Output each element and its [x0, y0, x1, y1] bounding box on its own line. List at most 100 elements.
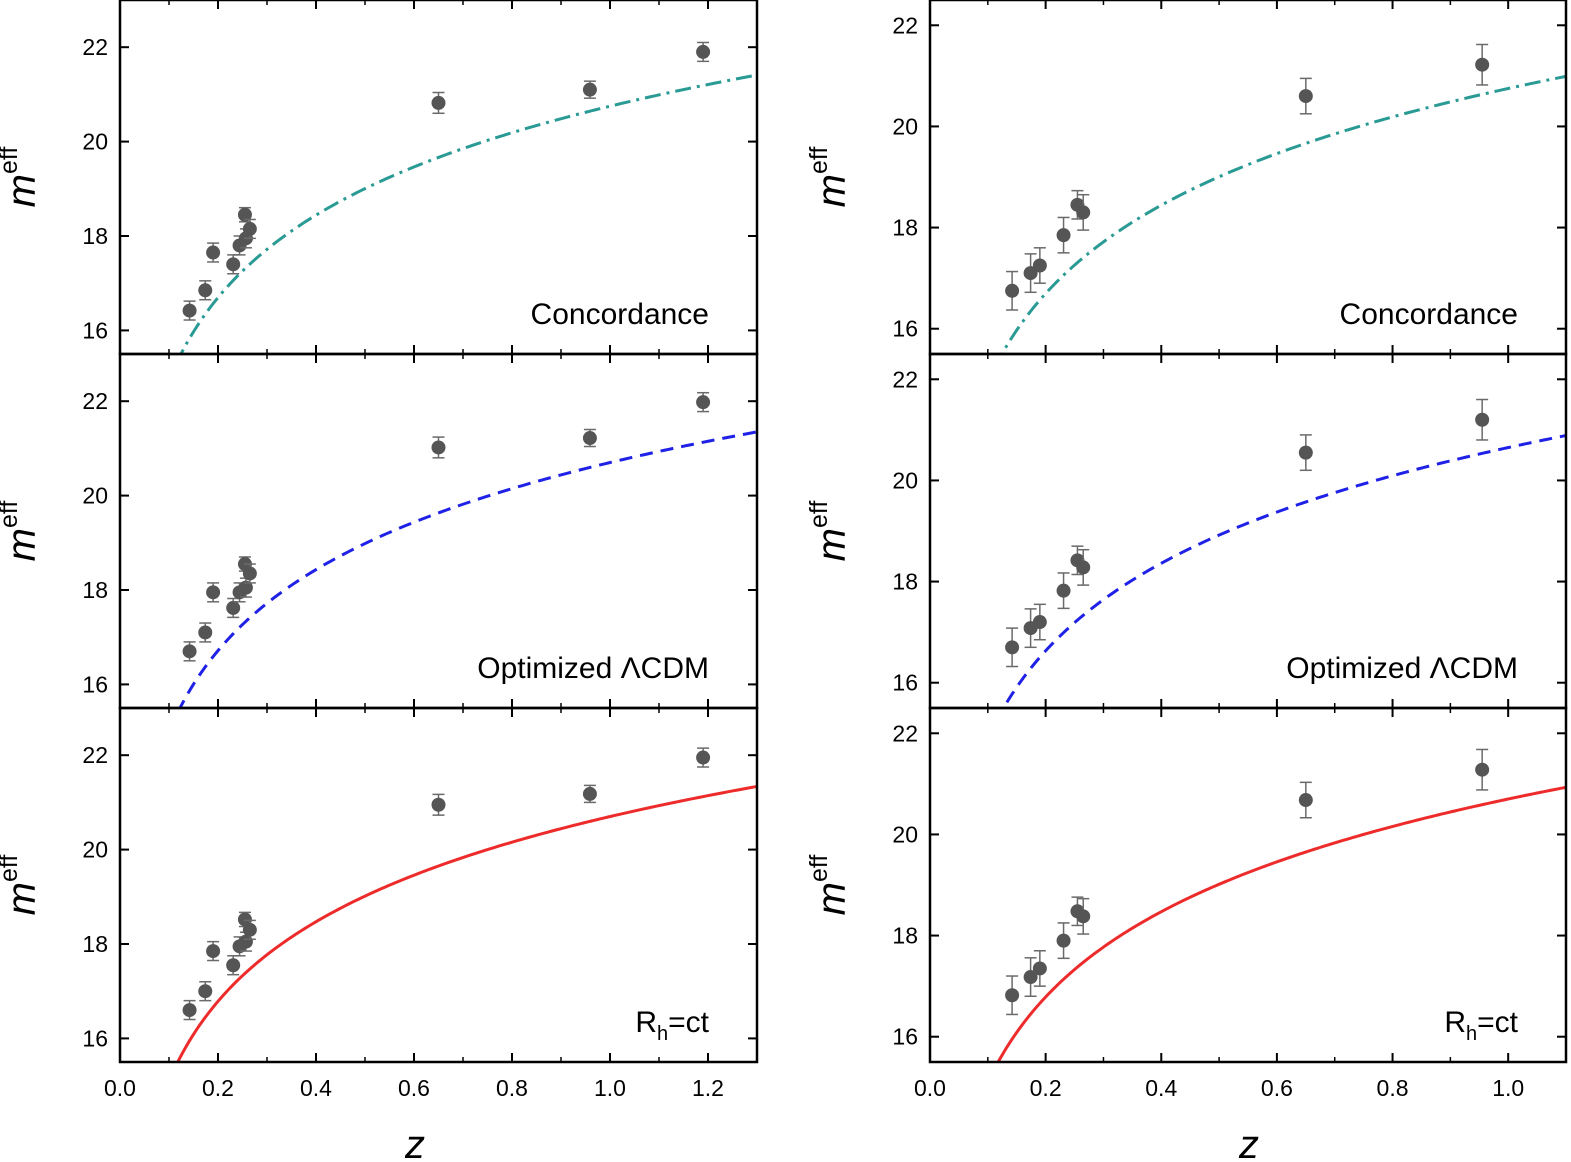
data-point-6	[1298, 77, 1313, 115]
data-marker	[1076, 909, 1091, 924]
data-point-3	[1056, 922, 1071, 960]
data-marker	[696, 395, 711, 410]
data-marker	[198, 984, 213, 999]
data-marker	[198, 625, 213, 640]
data-marker	[696, 750, 711, 765]
data-point-5	[237, 206, 252, 223]
data-point-7	[1475, 748, 1490, 791]
panel-model-label: Rh=ct	[635, 1006, 709, 1045]
x-axis-label-left: z	[404, 1123, 425, 1162]
data-point-9	[582, 80, 597, 99]
data-point-1	[1023, 957, 1038, 998]
data-marker	[582, 431, 597, 446]
data-marker	[582, 82, 597, 97]
panel-model-label-tail: ΛCDM	[1430, 652, 1518, 685]
y-axis-label: meff	[805, 855, 854, 916]
y-axis-label: meff	[0, 501, 44, 562]
panel-model-label: Optimized ΛCDM	[1286, 652, 1518, 685]
data-marker	[1023, 970, 1038, 985]
chart-panel-right-concordance: 16 18 20 22 meff Concordance	[805, 0, 1568, 356]
data-marker	[1056, 583, 1071, 598]
y-tick-label: 22	[892, 720, 918, 746]
data-point-3	[226, 597, 241, 619]
data-marker	[431, 797, 446, 812]
x-tick-label: 0.0	[914, 1075, 946, 1101]
panel-model-label: Optimized ΛCDM	[477, 652, 709, 685]
y-tick-label: 22	[82, 34, 108, 60]
data-point-0	[182, 300, 197, 321]
data-point-0	[1005, 270, 1020, 311]
chart-panel-left-optimized: 16 18 20 22 meff Optimized ΛCDM	[0, 352, 759, 710]
data-point-2	[1032, 603, 1047, 641]
y-axis-label-superscript: eff	[805, 501, 833, 528]
x-tick-label: 0.6	[1261, 1075, 1293, 1101]
x-tick-label: 0.4	[1145, 1075, 1177, 1101]
data-marker	[1076, 560, 1091, 575]
data-point-0	[1005, 627, 1020, 668]
data-point-8	[431, 91, 446, 115]
panel-model-label-tail: ΛCDM	[621, 652, 709, 685]
chart-panel-right-rhct: 16 18 20 22 0.0 0.2 0.4 0.6 0.8 1.0 meff Rh=ct	[805, 706, 1568, 1101]
data-marker	[1056, 933, 1071, 948]
x-tick-label: 1.0	[1492, 1075, 1524, 1101]
data-marker	[237, 207, 252, 222]
y-tick-label: 22	[82, 742, 108, 768]
y-tick-label: 18	[892, 215, 918, 241]
x-tick-label: 1.0	[594, 1075, 626, 1101]
data-marker	[182, 644, 197, 659]
x-tick-label: 0.4	[300, 1075, 332, 1101]
data-point-2	[1032, 247, 1047, 284]
data-marker	[1005, 988, 1020, 1003]
data-marker	[206, 585, 221, 600]
data-marker	[198, 283, 213, 298]
data-point-3	[1056, 216, 1071, 254]
data-marker	[1475, 57, 1490, 72]
data-point-7	[1475, 43, 1490, 86]
data-point-5	[1076, 548, 1091, 586]
data-point-3	[1056, 572, 1071, 610]
data-marker	[1032, 258, 1047, 273]
y-axis-label-superscript: eff	[0, 855, 23, 882]
data-point-5	[1076, 897, 1091, 935]
data-marker	[1005, 283, 1020, 298]
y-axis-label-superscript: eff	[805, 855, 833, 882]
data-point-2	[206, 940, 221, 962]
y-tick-label: 20	[82, 837, 108, 863]
data-marker	[182, 303, 197, 318]
model-curve-dashed	[1001, 434, 1566, 708]
data-marker	[1032, 961, 1047, 976]
panel-frame	[928, 706, 1568, 1064]
y-tick-label: 18	[892, 923, 918, 949]
data-marker	[582, 786, 597, 801]
data-point-2	[206, 582, 221, 603]
data-point-0	[182, 641, 197, 662]
chart-panel-right-optimized: 16 18 20 22 meff Optimized ΛCDM	[805, 352, 1568, 710]
data-point-9	[582, 428, 597, 448]
x-tick-label: 0.2	[202, 1075, 234, 1101]
data-point-7	[242, 563, 257, 584]
data-point-1	[198, 981, 213, 1002]
y-tick-label: 18	[82, 577, 108, 603]
data-point-5	[1076, 193, 1091, 231]
data-point-3	[226, 254, 241, 275]
data-point-9	[582, 784, 597, 804]
data-point-1	[1023, 608, 1038, 649]
y-tick-label: 22	[892, 366, 918, 392]
x-tick-label: 0.0	[104, 1075, 136, 1101]
data-point-3	[226, 955, 241, 976]
y-tick-label: 16	[82, 671, 108, 697]
data-marker	[206, 944, 221, 959]
panel-group: 16 18 20 22 meff Concordance 16 18 20 22 meff Optim…	[0, 0, 1568, 1101]
data-point-7	[242, 218, 257, 240]
panel-model-label-subscript: h	[1466, 1023, 1477, 1045]
data-marker	[242, 922, 257, 937]
model-curve-dashdot	[1000, 74, 1566, 354]
data-marker	[1475, 412, 1490, 427]
data-point-10	[696, 747, 711, 768]
x-tick-label: 0.8	[496, 1075, 528, 1101]
data-point-8	[431, 436, 446, 459]
data-marker	[242, 221, 257, 236]
y-tick-label: 20	[82, 483, 108, 509]
y-tick-label: 20	[892, 821, 918, 847]
